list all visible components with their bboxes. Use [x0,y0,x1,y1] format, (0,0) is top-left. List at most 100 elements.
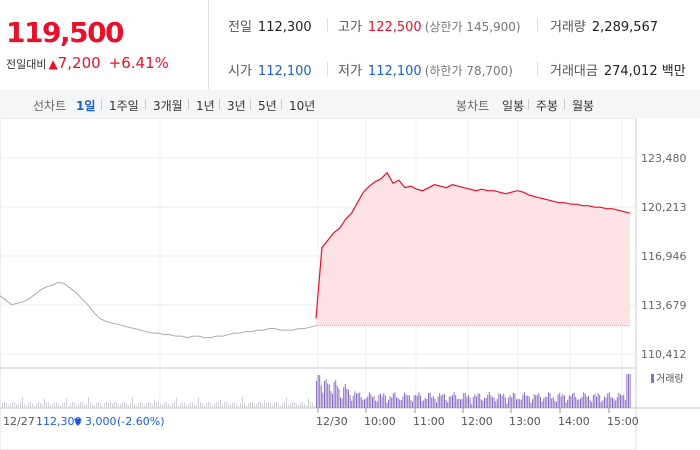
volume-label: 거래량 [550,20,586,35]
volume-bar [270,403,271,408]
volume-legend: 거래량 [656,373,684,385]
volume-bar [575,396,577,408]
volume-bar [383,393,385,408]
volume-bar [158,402,159,408]
divider [327,62,328,76]
volume-bar [543,398,545,408]
period-1d-tab[interactable]: 1일 [76,99,96,113]
volume-bar [100,403,101,408]
volume-bar [300,402,301,408]
volume-bar [431,397,433,408]
x-tick-label: 10:00 [364,415,396,428]
open-value: 112,100 [257,64,312,79]
volume-bar [551,398,553,408]
volume-bar [210,403,211,408]
volume-bar [276,402,277,408]
volume-bar [78,403,79,408]
volume-bar [292,402,293,408]
period-3m-tab[interactable]: 3개월 [153,99,183,113]
volume-bar [282,403,283,408]
volume-bar [126,404,127,408]
volume-bar [52,404,53,408]
volume-bar [312,403,313,408]
volume-bar [196,404,197,408]
period-10y-tab[interactable]: 10년 [289,99,316,113]
volume-bar [330,390,332,408]
candle-daily-tab[interactable]: 일봉 [502,99,525,113]
volume-bar [552,397,554,408]
volume-bar [442,394,444,408]
volume-bar [588,395,589,408]
volume-bar [474,394,476,408]
volume-bar [560,396,562,408]
volume-bar [629,374,631,408]
volume-bar [212,405,213,408]
volume-bar [607,393,609,408]
volume-bar [375,400,377,408]
volume-bar [354,391,356,408]
volume-bar [487,394,489,408]
chart-toolbar: 선차트 1일 1주일 3개월 1년 3년 5년 10년 봉차트 일봉 주봉 월봉 [0,90,700,119]
volume-bar [421,400,423,408]
volume-bar [174,402,175,408]
volume-bar [146,403,147,408]
volume-bar [176,397,177,408]
divider [145,99,146,110]
y-tick-label: 113,679 [641,299,687,312]
amount-label: 거래대금 [550,64,598,79]
volume-bar [42,405,43,408]
open-label: 시가 [228,64,252,79]
price-chart[interactable]: 123,480 120,213 116,946 113,679 110,412 12/3… [0,118,700,450]
volume-bar [568,395,570,408]
volume-bar [612,397,613,408]
period-1w-tab[interactable]: 1주일 [109,99,139,113]
volume-bar [351,400,353,408]
prev-day-close: 112,300 [36,415,82,428]
volume-bar [386,402,388,408]
volume-bar [628,374,629,408]
volume-bar [36,403,37,408]
volume-bar [400,400,402,408]
volume-bar [114,402,115,408]
low-value: 112,100 [367,64,422,79]
period-3y-tab[interactable]: 3년 [227,99,246,113]
volume-bar [106,402,107,408]
volume-bar [572,394,573,408]
price-change: 전일대비 ▲7,200 +6.41% [6,54,169,72]
volume-bar [170,405,171,408]
prev-close-value: 112,300 [257,20,312,35]
volume-bar [76,405,77,408]
volume-bar [586,396,588,408]
volume-bar [445,399,447,408]
volume-bar [536,394,538,408]
volume-bar [84,404,85,408]
candle-monthly-tab[interactable]: 월봉 [572,99,595,113]
volume-bar [320,385,322,408]
volume-bar [290,404,291,408]
volume-bar [458,398,460,408]
volume-bar [493,397,495,408]
volume-bar [138,403,139,408]
candle-chart-label: 봉차트 [456,99,490,113]
divider [528,99,529,110]
volume-bar [82,402,83,408]
stat-amount: 거래대금 274,012 백만 [550,60,686,79]
volume-bar [592,395,594,408]
volume-bar [567,399,569,408]
prev-day-date: 12/27 [3,415,35,428]
volume-bar [322,392,324,408]
period-5y-tab[interactable]: 5년 [258,99,277,113]
volume-bar [214,403,215,408]
volume-bar [519,399,521,408]
volume-bar [226,402,227,408]
period-1y-tab[interactable]: 1년 [196,99,215,113]
volume-bar [118,404,119,408]
volume-bar [613,399,615,408]
quote-header: 119,500 전일대비 ▲7,200 +6.41% 전일 112,300 고가 122… [0,0,700,91]
volume-bar [591,401,593,408]
volume-bar [260,402,261,408]
candle-weekly-tab[interactable]: 주봉 [536,99,559,113]
volume-bar [40,402,41,408]
volume-bar [562,394,564,408]
volume-bar [444,394,445,408]
